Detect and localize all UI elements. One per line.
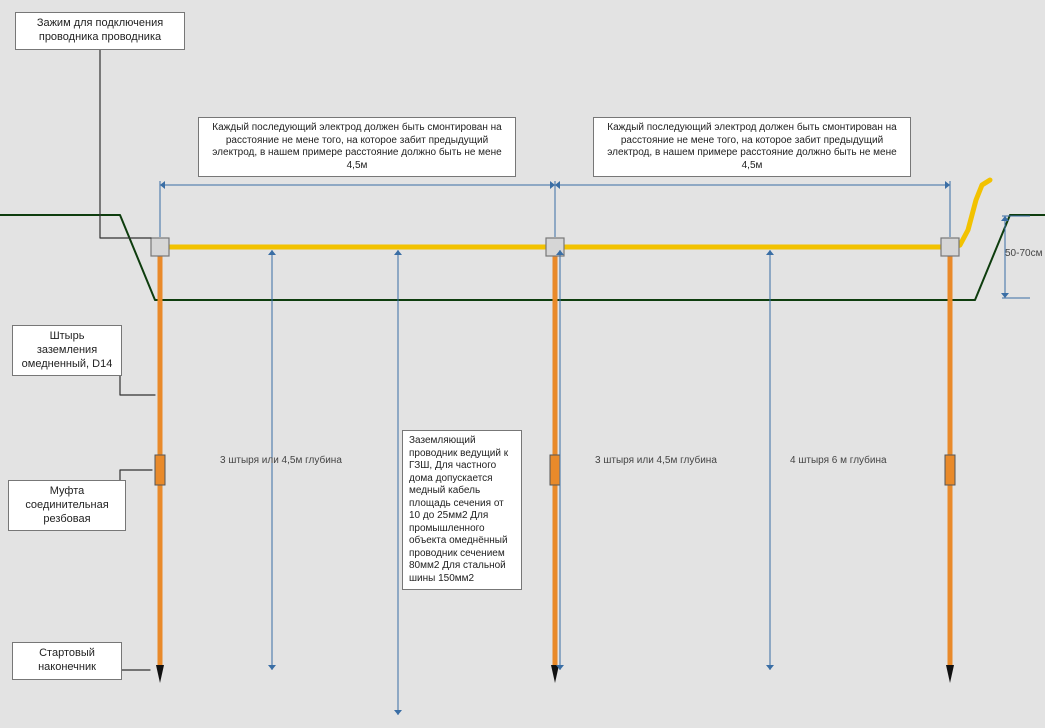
label-coupler: Муфта соединительная резбовая [8, 480, 126, 531]
label-rod: Штырь заземления омедненный, D14 [12, 325, 122, 376]
label-span-1: Каждый последующий электрод должен быть … [198, 117, 516, 177]
label-tip: Стартовый наконечник [12, 642, 122, 680]
label-rod-depth-b: 3 штыря или 4,5м глубина [595, 455, 717, 467]
label-depth: 50-70см [1005, 248, 1042, 260]
label-rod-depth-c: 4 штыря 6 м глубина [790, 455, 887, 467]
label-clamp: Зажим для подключения проводника проводн… [15, 12, 185, 50]
label-conductor: Заземляющий проводник ведущий к ГЗШ, Для… [402, 430, 522, 590]
label-span-2: Каждый последующий электрод должен быть … [593, 117, 911, 177]
label-rod-depth-a: 3 штыря или 4,5м глубина [220, 455, 342, 467]
diagram-svg [0, 0, 1045, 728]
